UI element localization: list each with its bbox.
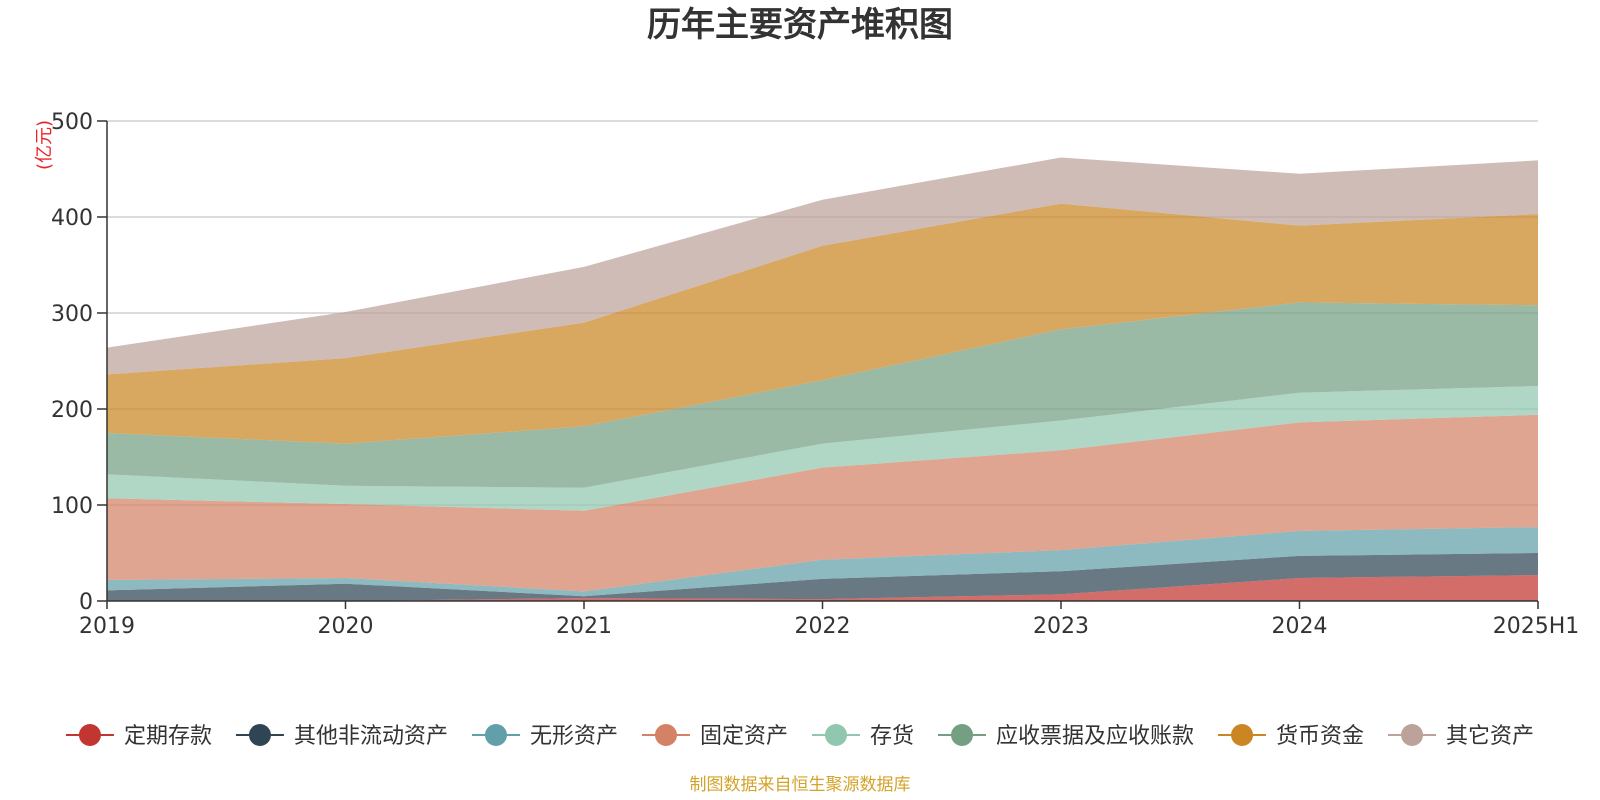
- legend-label: 固定资产: [700, 724, 788, 749]
- legend-label: 其他非流动资产: [294, 724, 448, 749]
- area-series-1: [107, 553, 1538, 601]
- legend-marker: [1401, 724, 1424, 746]
- legend-marker: [248, 724, 271, 746]
- legend-item-1[interactable]: 其他非流动资产: [235, 724, 448, 749]
- y-tick-label: 0: [79, 590, 93, 615]
- chart-title: 历年主要资产堆积图: [647, 5, 953, 45]
- legend-item-4[interactable]: 存货: [812, 724, 914, 749]
- source-note: 制图数据来自恒生聚源数据库: [690, 775, 911, 795]
- x-tick-label: 2025H1: [1493, 614, 1580, 639]
- area-series-4: [107, 386, 1538, 511]
- x-tick-label: 2023: [1033, 614, 1089, 639]
- axes: 0 100 200 300 400 500 2019 2020 2021 2022 2023 2024…: [51, 110, 1579, 639]
- y-tick-label: 100: [51, 494, 93, 519]
- legend: 定期存款 其他非流动资产 无形资产 固定资产 存货 应收票据及应收账款 货币资金 其它资产: [65, 724, 1534, 749]
- x-tick-label: 2021: [556, 614, 612, 639]
- legend-item-0[interactable]: 定期存款: [65, 724, 212, 749]
- y-tick-label: 400: [51, 206, 93, 231]
- legend-marker: [484, 724, 507, 746]
- x-tick-label: 2020: [318, 614, 374, 639]
- legend-marker: [78, 724, 101, 746]
- area-series-0: [107, 575, 1538, 601]
- y-tick-label: 300: [51, 302, 93, 327]
- legend-label: 应收票据及应收账款: [996, 724, 1194, 749]
- legend-marker: [951, 724, 974, 746]
- area-series-layer: [107, 157, 1538, 601]
- area-series-5: [107, 302, 1538, 488]
- area-series-6: [107, 203, 1538, 444]
- x-tick-label: 2019: [79, 614, 135, 639]
- legend-item-3[interactable]: 固定资产: [641, 724, 788, 749]
- legend-marker: [1231, 724, 1254, 746]
- legend-marker: [825, 724, 847, 746]
- x-tick-label: 2024: [1272, 614, 1328, 639]
- y-tick-label: 200: [51, 398, 93, 423]
- legend-label: 无形资产: [530, 724, 618, 749]
- area-series-3: [107, 414, 1538, 592]
- legend-label: 定期存款: [124, 724, 212, 749]
- legend-label: 货币资金: [1276, 724, 1364, 749]
- y-tick-label: 500: [51, 110, 93, 135]
- x-tick-label: 2022: [795, 614, 851, 639]
- area-series-2: [107, 527, 1538, 597]
- y-axis-unit-label: (亿元): [34, 120, 55, 170]
- legend-item-7[interactable]: 其它资产: [1388, 724, 1534, 749]
- legend-item-5[interactable]: 应收票据及应收账款: [938, 724, 1194, 749]
- legend-item-6[interactable]: 货币资金: [1218, 724, 1364, 749]
- area-series-7: [107, 157, 1538, 375]
- legend-label: 存货: [870, 724, 914, 749]
- legend-item-2[interactable]: 无形资产: [471, 724, 618, 749]
- legend-label: 其它资产: [1446, 724, 1534, 749]
- legend-marker: [654, 724, 677, 746]
